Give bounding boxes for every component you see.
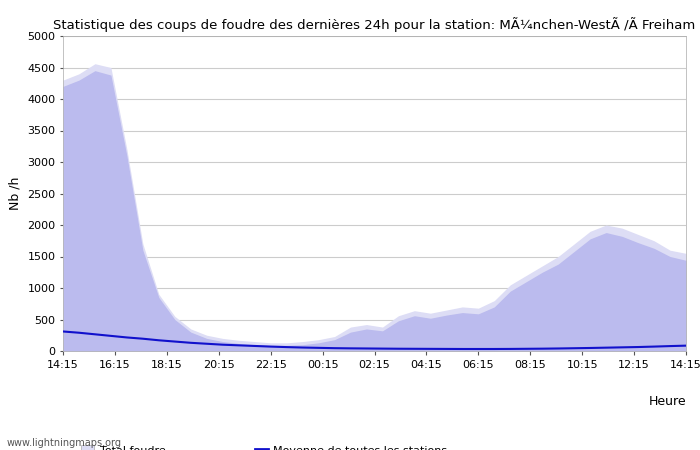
Title: Statistique des coups de foudre des dernières 24h pour la station: MÃ¼nchen-West: Statistique des coups de foudre des dern… — [53, 17, 696, 32]
Y-axis label: Nb /h: Nb /h — [8, 177, 22, 210]
Text: www.lightningmaps.org: www.lightningmaps.org — [7, 438, 122, 448]
Text: Heure: Heure — [648, 395, 686, 408]
